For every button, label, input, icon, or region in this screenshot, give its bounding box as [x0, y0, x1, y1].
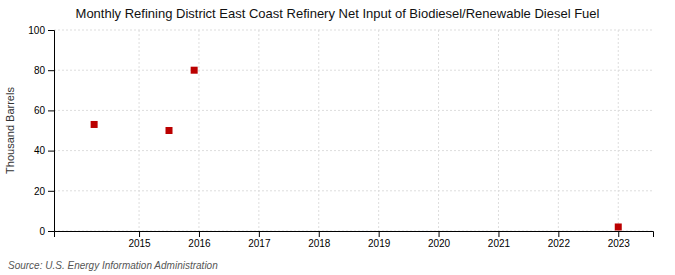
x-tick: 2021: [488, 231, 511, 249]
y-tick-label: 80: [34, 65, 46, 76]
x-tick-mark: [199, 231, 200, 237]
x-grid-line: [558, 30, 559, 231]
x-tick-label: 2016: [188, 238, 211, 249]
x-tick: 2022: [548, 231, 571, 249]
x-tick-label: 2022: [548, 238, 571, 249]
plot-area: 2015 2016 2017 2018 2019 2020 2021 2022 2023 0 20 4…: [28, 25, 653, 249]
y-tick-mark: [48, 191, 54, 192]
x-tick-label: 2018: [308, 238, 331, 249]
chart-title: Monthly Refining District East Coast Ref…: [76, 6, 600, 21]
y-tick: 60: [34, 105, 54, 116]
x-tick-mark: [379, 231, 380, 237]
x-tick-label: 2020: [428, 238, 451, 249]
x-grid-line: [318, 30, 319, 231]
x-grid-line: [618, 30, 619, 231]
point: [91, 121, 98, 128]
x-grid-line: [438, 30, 439, 231]
x-tick-label: 2015: [128, 238, 151, 249]
x-grid-line: [378, 30, 379, 231]
x-tick-mark: [139, 231, 140, 237]
y-grid-line: [54, 30, 653, 31]
y-tick: 40: [34, 145, 54, 156]
y-axis-line: [48, 31, 55, 232]
chart: 2015 2016 2017 2018 2019 2020 2021 2022 2023 0 20 4…: [0, 0, 675, 275]
x-tick-mark: [259, 231, 260, 237]
points: [91, 67, 622, 231]
x-tick-label: 2021: [488, 238, 511, 249]
x-tick: 2020: [428, 231, 451, 249]
x-tick: 2019: [368, 231, 391, 249]
y-tick-label: 100: [28, 25, 45, 36]
x-tick: 2023: [608, 231, 631, 249]
grid: [54, 30, 653, 231]
x-tick: 2016: [188, 231, 211, 249]
x-tick-mark: [558, 231, 559, 237]
y-tick-mark: [48, 151, 54, 152]
y-tick: 80: [34, 65, 54, 76]
x-axis: 2015 2016 2017 2018 2019 2020 2021 2022 2023: [55, 231, 654, 249]
source-note: Source: U.S. Energy Information Administ…: [8, 260, 218, 271]
y-tick-label: 40: [34, 145, 46, 156]
y-tick-mark: [48, 110, 54, 111]
y-tick-label: 20: [34, 186, 46, 197]
x-grid-line: [498, 30, 499, 231]
x-grid-line: [258, 30, 259, 231]
x-tick: 2015: [128, 231, 151, 249]
y-tick-label: 60: [34, 105, 46, 116]
y-tick-mark: [48, 30, 54, 31]
y-tick: 0: [39, 226, 54, 237]
x-tick-label: 2019: [368, 238, 391, 249]
x-tick: 2017: [248, 231, 271, 249]
y-grid-line: [54, 70, 653, 71]
y-tick-mark: [48, 70, 54, 71]
x-tick: 2018: [308, 231, 331, 249]
x-tick-mark: [498, 231, 499, 237]
y-grid-line: [54, 150, 653, 151]
point: [191, 67, 198, 74]
x-tick-mark: [618, 231, 619, 237]
y-axis-title: Thousand Barrels: [4, 87, 16, 174]
x-axis-line: [55, 232, 654, 238]
y-tick-label: 0: [39, 226, 45, 237]
y-tick-mark: [48, 231, 54, 232]
x-grid-line: [139, 30, 140, 231]
y-axis: 0 20 40 60 80 100: [28, 25, 54, 237]
point: [615, 223, 622, 230]
point: [166, 127, 173, 134]
x-grid-line: [198, 30, 199, 231]
y-grid-line: [54, 190, 653, 191]
y-grid-line: [54, 110, 653, 111]
x-tick-mark: [319, 231, 320, 237]
x-tick-label: 2023: [608, 238, 631, 249]
y-tick: 100: [28, 25, 54, 36]
x-tick-label: 2017: [248, 238, 271, 249]
x-tick-mark: [439, 231, 440, 237]
y-tick: 20: [34, 186, 54, 197]
